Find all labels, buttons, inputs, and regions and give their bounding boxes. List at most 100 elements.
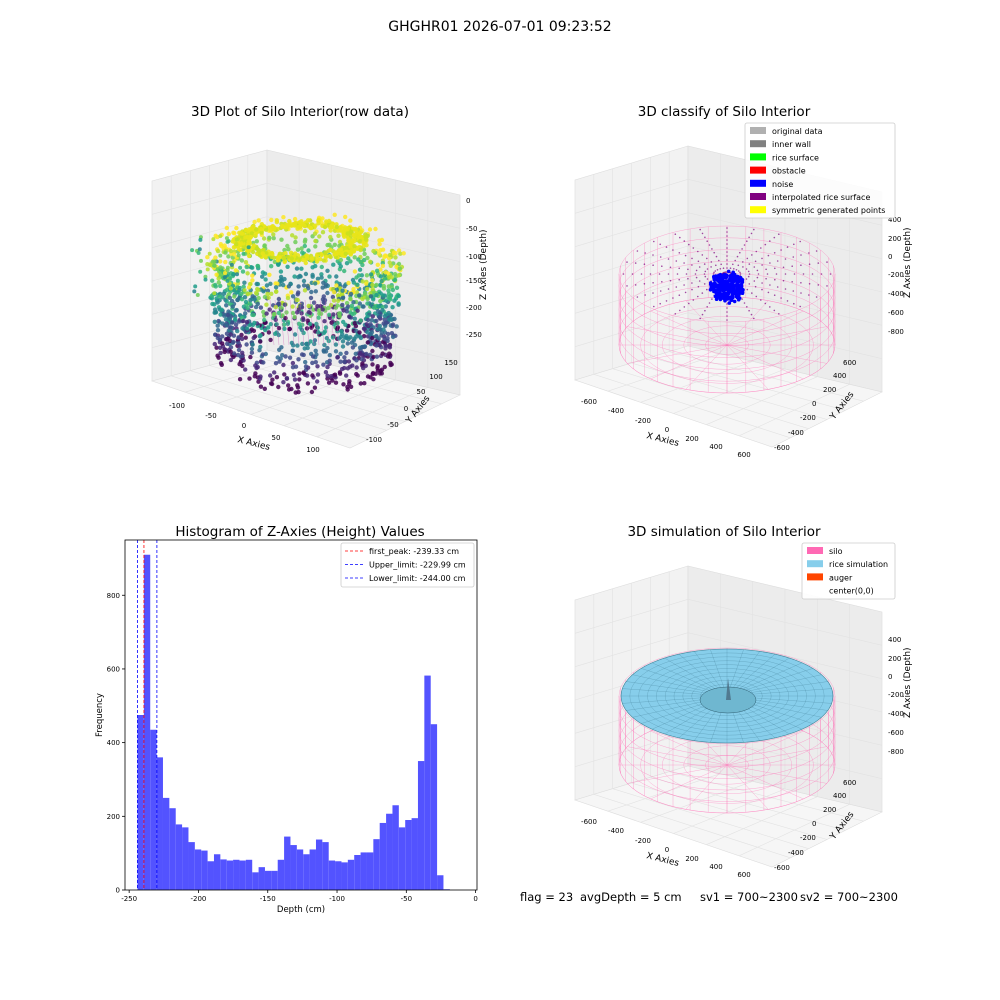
raw-point [348, 291, 354, 297]
raw-point [329, 320, 334, 325]
interpolated-point [711, 298, 713, 300]
raw-point [327, 353, 332, 358]
histogram-bar [175, 824, 183, 890]
raw-point [233, 316, 238, 322]
raw-point [210, 278, 215, 283]
raw-point [325, 345, 330, 351]
interpolated-point [726, 251, 728, 253]
raw-point [248, 297, 253, 303]
raw-point [352, 321, 357, 326]
raw-point [386, 288, 391, 293]
raw-point [305, 218, 311, 223]
silo-floor-spoke [726, 730, 804, 766]
raw-point [224, 323, 229, 328]
raw-point [345, 384, 350, 390]
raw-point [305, 345, 310, 351]
noise-point [732, 299, 737, 304]
raw-point [213, 255, 218, 260]
interpolated-point [799, 240, 801, 243]
panel-1-z-tick: -100 [466, 253, 482, 261]
panel-1-z-tick: 0 [466, 197, 470, 205]
interpolated-point [719, 268, 722, 270]
raw-point [223, 259, 228, 265]
interpolated-point [793, 243, 795, 246]
raw-point [343, 251, 348, 256]
x-tick-label: -50 [401, 895, 412, 903]
raw-point [315, 364, 320, 369]
raw-point [230, 255, 235, 260]
interpolated-point [652, 282, 654, 284]
raw-point [263, 277, 268, 282]
raw-point [377, 282, 383, 288]
noise-point [728, 285, 733, 290]
raw-point [226, 254, 231, 259]
raw-point [281, 215, 286, 220]
raw-point [277, 359, 282, 364]
interpolated-point [747, 275, 750, 278]
raw-point [222, 349, 227, 355]
grid-line [151, 183, 268, 215]
noise-point [718, 285, 722, 290]
raw-point [232, 294, 237, 299]
raw-point [242, 280, 247, 285]
raw-point [241, 318, 246, 324]
raw-point [383, 270, 388, 275]
silo-floor-spoke [726, 310, 804, 346]
interpolated-point [742, 261, 744, 263]
noise-point [709, 284, 714, 289]
silo-floor-spoke [650, 344, 728, 380]
raw-point [212, 341, 217, 347]
raw-point [355, 282, 360, 287]
raw-point [296, 284, 301, 289]
raw-point [361, 304, 366, 309]
raw-point [334, 224, 340, 230]
panel-1-x-tick: -100 [169, 402, 185, 410]
panel-2-y-tick: 400 [833, 372, 846, 380]
panel-1-z-tick: -200 [466, 304, 482, 312]
panel-simulation-3d: 3D simulation of Silo Interior -600-400-… [574, 524, 913, 879]
interpolated-point [826, 261, 828, 263]
noise-point [729, 288, 734, 293]
panel-4-x-tick: 400 [709, 863, 722, 871]
noise-point [738, 285, 742, 290]
interpolated-point [765, 268, 767, 271]
raw-point [289, 223, 294, 228]
interpolated-point [712, 273, 715, 275]
raw-point [249, 346, 255, 352]
interpolated-point [675, 286, 678, 288]
interpolated-point [683, 240, 686, 242]
x-tick-label: -250 [121, 895, 137, 903]
raw-point [325, 373, 330, 378]
raw-point [324, 219, 329, 224]
raw-point [374, 292, 379, 298]
silo-floor-spoke [726, 764, 804, 800]
raw-point [297, 371, 302, 376]
interpolated-point [767, 291, 770, 294]
raw-point [231, 288, 237, 293]
raw-point [335, 355, 340, 360]
panel-1-z-tick: -150 [466, 277, 482, 285]
raw-point [334, 274, 339, 279]
silo-floor-spoke [726, 746, 827, 766]
raw-point [228, 248, 234, 254]
raw-point [292, 314, 297, 320]
raw-point [365, 317, 371, 323]
panel-4-x-tick: 600 [737, 871, 750, 879]
histogram-bar [328, 860, 336, 890]
interpolated-point [780, 297, 782, 299]
interpolated-point [692, 247, 695, 249]
raw-point [382, 313, 388, 319]
silo-floor-spoke [627, 746, 728, 766]
interpolated-point [737, 270, 740, 272]
raw-point [344, 350, 349, 356]
grid-line [574, 599, 689, 634]
panel-2-zlabel: Z Axies (Depth) [903, 227, 913, 298]
raw-point [251, 243, 257, 248]
grid-line [574, 179, 689, 214]
interpolated-point [674, 233, 677, 235]
interpolated-point [643, 283, 646, 285]
interpolated-point [636, 250, 639, 252]
panel-4-y-tick: 600 [843, 779, 856, 787]
raw-point [377, 323, 382, 329]
panel-2-z-tick: 400 [888, 216, 901, 224]
